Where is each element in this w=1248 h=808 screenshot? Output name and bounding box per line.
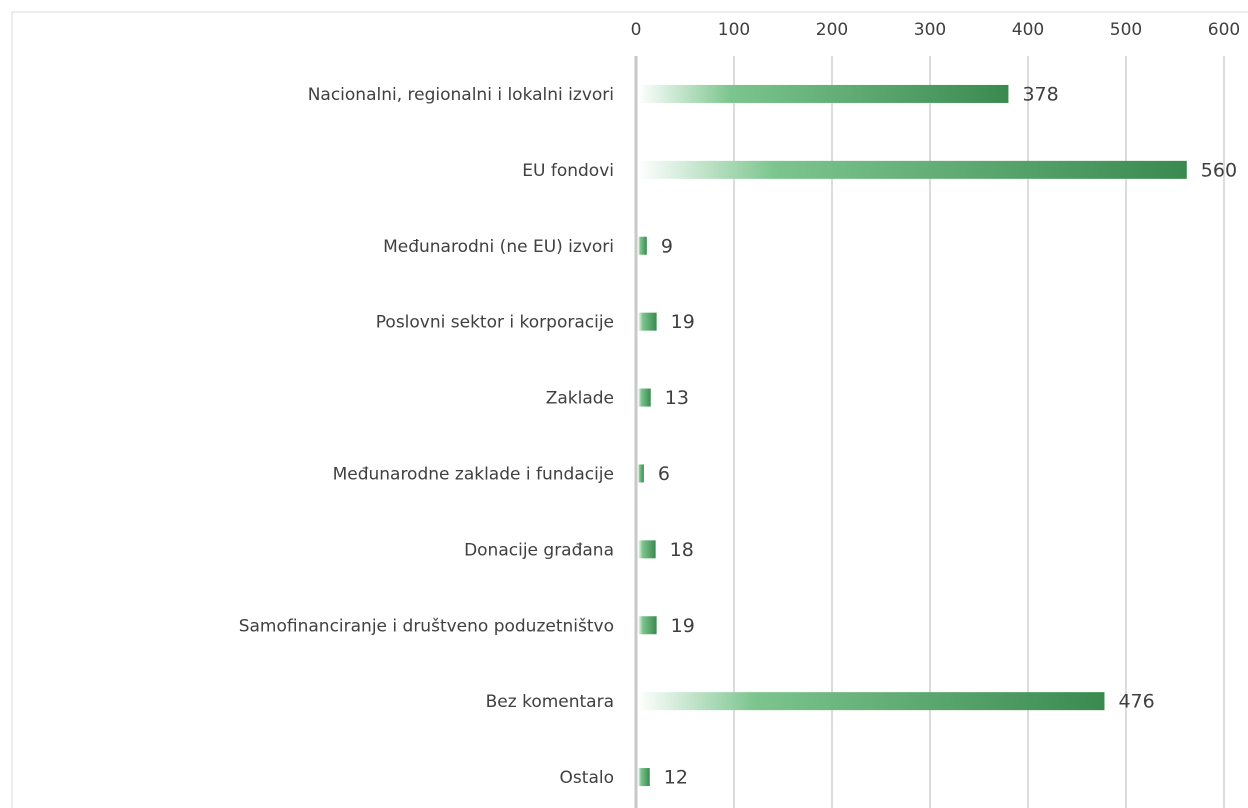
- value-label: 13: [665, 387, 689, 409]
- bar: [638, 312, 657, 331]
- x-tick-label: 0: [631, 20, 642, 40]
- value-label: 378: [1022, 83, 1058, 105]
- bar: [638, 236, 647, 255]
- x-tick-label: 300: [914, 20, 946, 40]
- y-tick-label: Donacije građana: [464, 540, 614, 560]
- value-label: 560: [1201, 159, 1237, 181]
- bar: [638, 540, 656, 559]
- value-label: 19: [671, 311, 695, 333]
- bar: [638, 84, 1009, 103]
- y-tick-label: Međunarodni (ne EU) izvori: [383, 237, 614, 257]
- value-label: 9: [661, 235, 673, 257]
- y-tick-label: EU fondovi: [522, 161, 614, 181]
- y-tick-label: Zaklade: [546, 389, 614, 409]
- y-tick-label: Samofinanciranje i društveno poduzetništ…: [239, 616, 614, 636]
- y-tick-label: Ostalo: [560, 768, 614, 788]
- y-tick-label: Međunarodne zaklade i fundacije: [333, 464, 614, 484]
- x-tick-label: 100: [718, 20, 750, 40]
- bar: [638, 768, 650, 787]
- bar: [638, 464, 644, 483]
- y-tick-label: Nacionalni, regionalni i lokalni izvori: [308, 85, 614, 105]
- chart-frame: [11, 11, 1248, 808]
- bar: [638, 388, 651, 407]
- value-label: 476: [1118, 691, 1154, 713]
- value-label: 18: [670, 539, 694, 561]
- x-tick-label: 500: [1110, 20, 1142, 40]
- x-tick-label: 400: [1012, 20, 1044, 40]
- bar: [638, 616, 657, 635]
- value-label: 6: [658, 463, 670, 485]
- bar: [638, 692, 1105, 711]
- x-tick-label: 200: [816, 20, 848, 40]
- y-tick-label: Poslovni sektor i korporacije: [376, 313, 614, 333]
- x-tick-label: 600: [1208, 20, 1240, 40]
- value-label: 19: [671, 615, 695, 637]
- bar: [638, 160, 1187, 179]
- y-tick-label: Bez komentara: [486, 692, 614, 712]
- value-label: 12: [664, 767, 688, 789]
